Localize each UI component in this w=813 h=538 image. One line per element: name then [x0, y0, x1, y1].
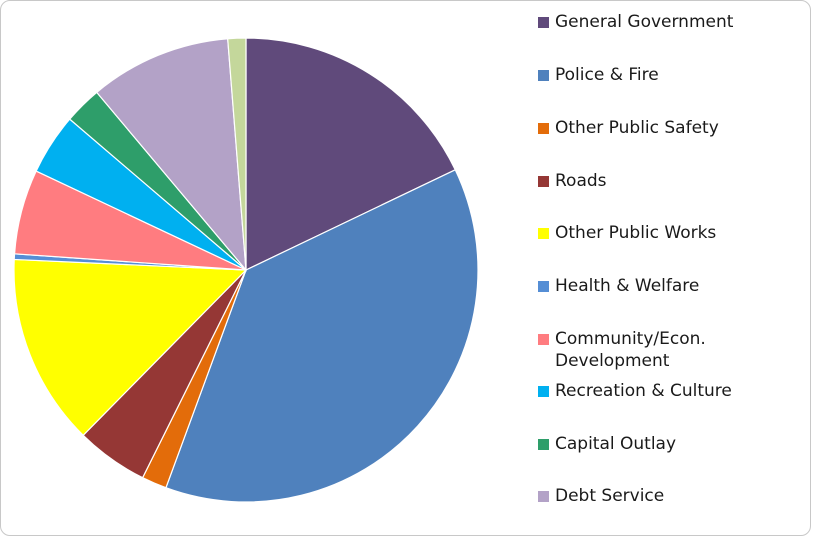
legend-swatch — [538, 386, 549, 397]
legend-swatch — [538, 123, 549, 134]
legend-label: Health & Welfare — [555, 276, 700, 296]
legend-label: Capital Outlay — [555, 434, 677, 454]
legend-item-health-welfare: Health & Welfare — [538, 275, 775, 297]
legend-item-debt-service: Debt Service — [538, 485, 775, 507]
legend-swatch — [538, 491, 549, 502]
legend-item-community-econ-development: Community/Econ. Development — [538, 328, 775, 372]
legend-item-general-government: General Government — [538, 11, 775, 33]
pie-slice-other-10 — [227, 37, 247, 271]
legend-swatch — [538, 228, 549, 239]
legend-item-recreation-culture: Recreation & Culture — [538, 380, 775, 402]
pie-slice-other-public-works-4 — [13, 258, 248, 437]
legend-item-police-fire: Police & Fire — [538, 64, 775, 86]
legend-swatch — [538, 176, 549, 187]
pie-chart — [13, 37, 479, 503]
legend-label: General Government — [555, 12, 734, 32]
legend-swatch — [538, 17, 549, 28]
legend-label: Other Public Safety — [555, 118, 719, 138]
legend-item-roads: Roads — [538, 170, 775, 192]
legend-swatch — [538, 70, 549, 81]
legend-label: Recreation & Culture — [555, 381, 732, 401]
legend-item-other-public-works: Other Public Works — [538, 222, 775, 244]
legend-label: Debt Service — [555, 486, 665, 506]
legend-label: Police & Fire — [555, 65, 659, 85]
pie-slice-debt-service-9 — [95, 38, 247, 272]
legend-swatch — [538, 334, 549, 345]
legend-label: Community/Econ. Development — [555, 329, 706, 371]
legend-swatch — [538, 281, 549, 292]
pie-slice-general-government-0 — [245, 37, 457, 271]
legend-label: Other Public Works — [555, 223, 717, 243]
pie-slice-police-fire-1 — [165, 168, 479, 503]
legend-item-capital-outlay: Capital Outlay — [538, 433, 775, 455]
chart-legend: General Government Police & Fire Other Pub… — [538, 1, 808, 537]
legend-label: Roads — [555, 171, 607, 191]
legend-swatch — [538, 439, 549, 450]
legend-item-other-public-safety: Other Public Safety — [538, 117, 775, 139]
